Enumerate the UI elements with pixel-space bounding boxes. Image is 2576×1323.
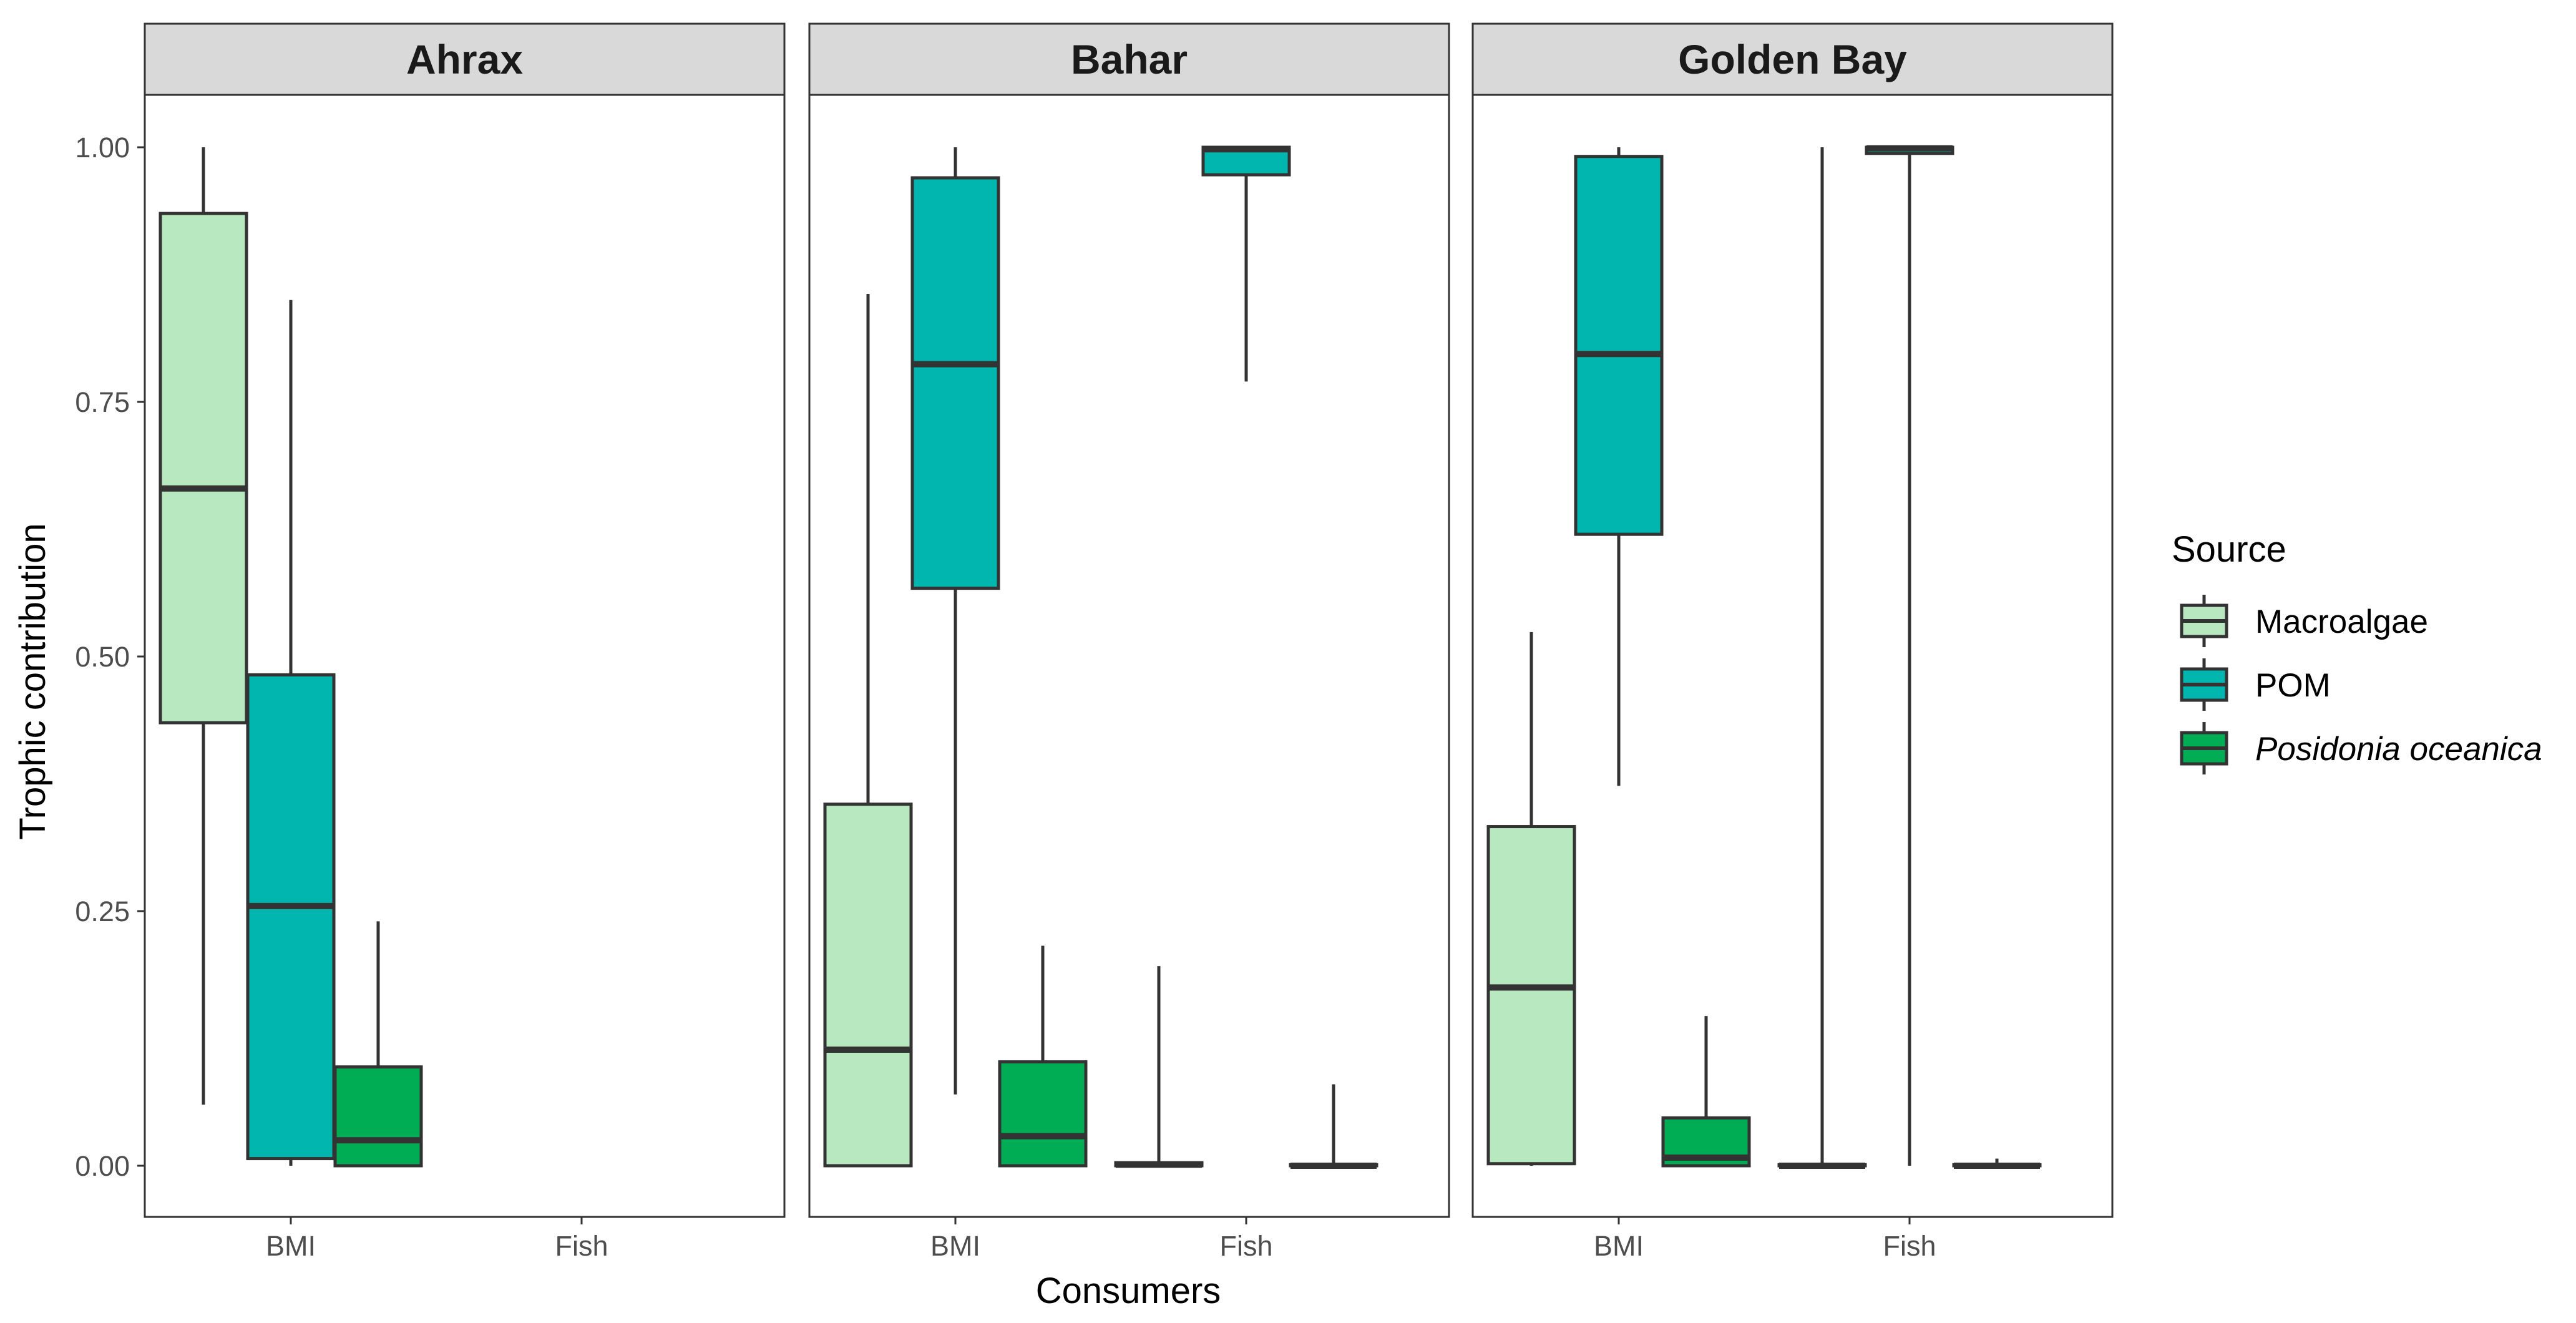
legend-label: Macroalgae xyxy=(2255,603,2428,640)
panel-border xyxy=(808,94,1450,1218)
box-macroalgae-fish xyxy=(1777,147,1867,1169)
box-iqr xyxy=(823,803,913,1168)
facet-strip-label: Golden Bay xyxy=(1678,36,1907,82)
box-iqr xyxy=(246,673,336,1161)
box-pom-bmi xyxy=(910,147,1000,1095)
y-tick-label: 0.25 xyxy=(75,896,130,927)
facet-panels: Ahrax BMI Fish Bahar BMI Fish Golden Bay BMI Fis… xyxy=(144,22,2114,1262)
legend: Source Macroalgae POM Posidonia oceanica xyxy=(2172,529,2542,774)
x-tick-label: BMI xyxy=(1594,1230,1644,1262)
box-iqr xyxy=(333,1065,423,1168)
legend-label: POM xyxy=(2255,667,2331,704)
box-posidonia-oceanica-bmi xyxy=(1661,1016,1751,1168)
box-pom-fish xyxy=(1201,145,1291,382)
panel-ahrax: Ahrax BMI Fish xyxy=(144,22,786,1262)
panel-bahar: Bahar BMI Fish xyxy=(808,22,1450,1262)
y-axis: 0.00 0.25 0.50 0.75 1.00 xyxy=(75,132,145,1182)
legend-key xyxy=(2180,595,2228,647)
y-axis-title: Trophic contribution xyxy=(12,523,53,839)
x-tick-label: BMI xyxy=(266,1230,316,1262)
y-tick-label: 1.00 xyxy=(75,132,130,164)
box-macroalgae-fish xyxy=(1114,966,1204,1168)
box-iqr xyxy=(1574,155,1664,536)
box-macroalgae-bmi xyxy=(823,294,913,1168)
box-pom-bmi xyxy=(1574,147,1664,786)
panel-border xyxy=(1471,94,2114,1218)
panel-golden-bay: Golden Bay BMI Fish xyxy=(1471,22,2114,1262)
box-iqr xyxy=(910,176,1000,590)
box-posidonia-oceanica-bmi xyxy=(998,945,1088,1168)
facet-strip xyxy=(144,22,786,96)
legend-label: Posidonia oceanica xyxy=(2255,731,2542,768)
y-tick-label: 0.50 xyxy=(75,641,130,673)
facet-strip-label: Ahrax xyxy=(406,36,523,82)
x-tick-label: Fish xyxy=(1219,1230,1272,1262)
y-tick-label: 0.75 xyxy=(75,386,130,418)
legend-item-posidonia-oceanica: Posidonia oceanica xyxy=(2180,722,2542,774)
legend-key xyxy=(2180,658,2228,711)
x-tick-label: Fish xyxy=(555,1230,608,1262)
box-macroalgae-bmi xyxy=(1486,632,1576,1166)
legend-title: Source xyxy=(2172,529,2286,570)
legend-item-macroalgae: Macroalgae xyxy=(2180,595,2428,647)
facet-strip-label: Bahar xyxy=(1071,36,1188,82)
y-tick-label: 0.00 xyxy=(75,1150,130,1182)
legend-item-pom: POM xyxy=(2180,658,2331,711)
x-tick-label: Fish xyxy=(1883,1230,1936,1262)
box-posidonia-oceanica-bmi xyxy=(333,921,423,1168)
box-macroalgae-bmi xyxy=(159,147,248,1105)
box-iqr xyxy=(1486,825,1576,1166)
box-iqr xyxy=(159,212,248,725)
box-posidonia-oceanica-fish xyxy=(1952,1158,2042,1169)
facet-strip xyxy=(1471,22,2114,96)
x-axis-title: Consumers xyxy=(1036,1271,1221,1311)
box-pom-fish xyxy=(1865,145,1954,1166)
box-pom-bmi xyxy=(246,300,336,1166)
legend-key xyxy=(2180,722,2228,774)
box-iqr xyxy=(998,1060,1088,1168)
box-posidonia-oceanica-fish xyxy=(1289,1084,1378,1169)
x-tick-label: BMI xyxy=(930,1230,980,1262)
